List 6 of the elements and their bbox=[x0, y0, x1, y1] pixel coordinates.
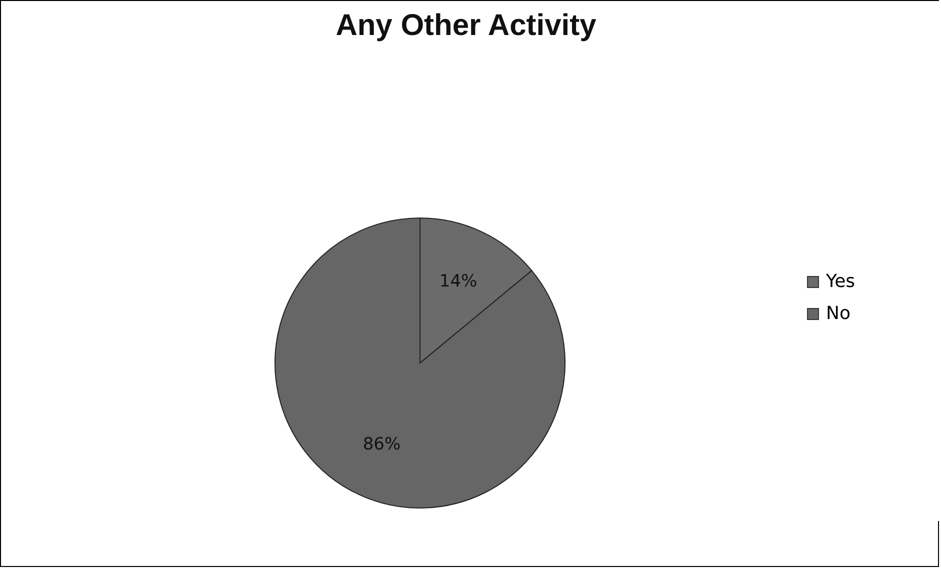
legend-label: No bbox=[826, 303, 850, 324]
data-label: 86% bbox=[362, 434, 401, 454]
legend-label: Yes bbox=[825, 271, 856, 292]
pie-slice bbox=[274, 218, 566, 508]
chart-title: Any Other Activity bbox=[336, 9, 597, 42]
data-label: 14% bbox=[439, 272, 478, 292]
